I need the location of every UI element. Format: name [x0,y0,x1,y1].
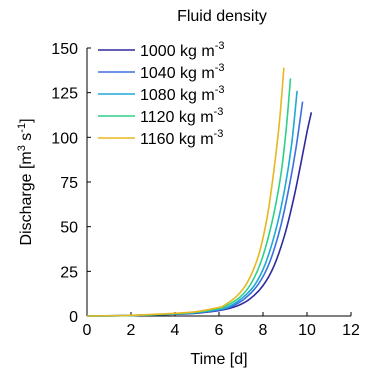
legend-label-sup: -3 [215,62,225,74]
y-tick-label: 50 [60,220,78,237]
y-axis-label-sup1: 3 [16,145,28,151]
legend-label-text: 1160 kg m [140,131,214,148]
legend-label-sup: -3 [215,40,225,52]
y-axis-label-mid: s [18,133,35,145]
legend-label-text: 1000 kg m [140,43,215,60]
y-axis-label-end: ] [18,118,35,122]
legend-label-text: 1120 kg m [140,109,214,126]
legend-label-sup: -3 [214,106,224,118]
x-ticks: 0 2 4 6 8 10 12 [83,312,360,339]
legend-label-text: 1080 kg m [140,87,215,104]
legend-label: 1040 kg m-3 [140,62,225,82]
legend-label: 1080 kg m-3 [140,84,225,104]
x-axis-label: Time [d] [190,351,247,368]
legend-label-sup: -3 [215,84,225,96]
x-tick-label: 8 [259,322,268,339]
legend-title: Fluid density [177,8,267,25]
x-tick-label: 4 [171,322,180,339]
x-tick-label: 10 [298,322,316,339]
series-lines [86,67,313,317]
legend-label: 1000 kg m-3 [140,40,225,60]
x-tick-label: 12 [342,322,360,339]
y-tick-label: 25 [60,264,78,281]
y-tick-label: 150 [51,41,78,58]
y-axis-label: Discharge [m3 s-1] [16,118,35,245]
y-ticks: 0 25 50 75 100 125 150 [51,41,91,326]
y-tick-label: 125 [51,86,78,103]
legend-label-text: 1040 kg m [140,65,215,82]
x-tick-label: 0 [83,322,92,339]
x-tick-label: 2 [127,322,136,339]
series-line-5 [86,67,285,317]
y-axis-label-main: Discharge [m [18,151,35,245]
y-tick-label: 0 [69,309,78,326]
x-tick-label: 6 [215,322,224,339]
legend-label: 1160 kg m-3 [140,128,223,148]
y-tick-label: 100 [51,130,78,147]
y-tick-label: 75 [60,175,78,192]
legend-label-sup: -3 [214,128,224,140]
y-axis-label-sup2: -1 [16,123,28,133]
legend-label: 1120 kg m-3 [140,106,223,126]
